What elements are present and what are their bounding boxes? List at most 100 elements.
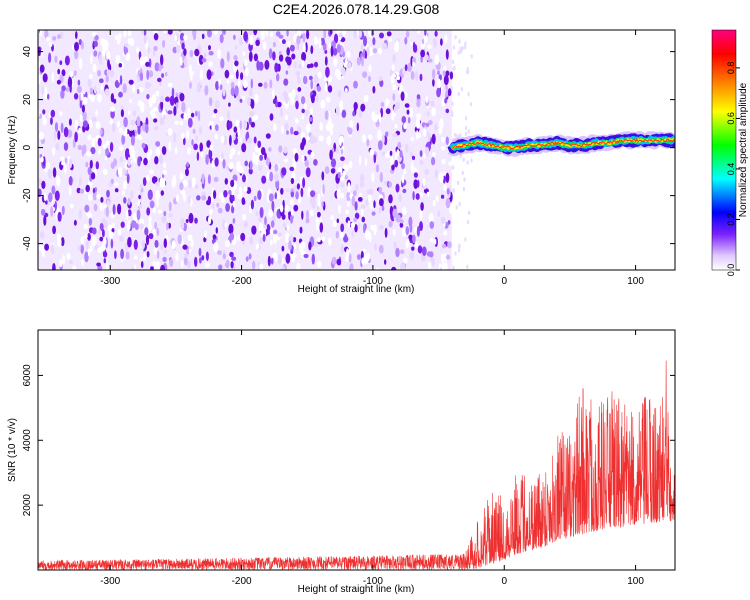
noise-speckle-blob <box>354 224 358 233</box>
noise-speckle-blob <box>310 79 314 90</box>
noise-speckle-blob <box>102 237 107 246</box>
noise-speckle-blob <box>414 241 419 249</box>
noise-speckle-blob <box>248 51 253 62</box>
noise-speckle-blob <box>251 116 255 122</box>
noise-speckle-blob <box>78 177 82 185</box>
noise-speckle-blob <box>404 37 408 45</box>
noise-speckle-blob <box>269 228 273 236</box>
noise-speckle-blob <box>125 251 130 260</box>
noise-speckle-blob <box>243 221 249 228</box>
noise-speckle-blob <box>321 171 325 181</box>
noise-speckle-blob <box>302 32 306 43</box>
noise-speckle-blob <box>194 256 198 267</box>
noise-speckle-blob <box>129 98 132 104</box>
noise-speckle-blob <box>98 228 102 235</box>
noise-speckle-blob <box>445 70 450 77</box>
noise-speckle-blob <box>371 171 375 182</box>
noise-speckle-blob <box>422 152 426 159</box>
noise-speckle-blob <box>174 147 178 155</box>
noise-speckle-blob <box>346 191 351 202</box>
noise-speckle-blob <box>173 105 177 116</box>
noise-speckle-blob <box>54 200 57 211</box>
noise-speckle-blob <box>291 251 296 263</box>
noise-speckle-blob <box>120 221 125 228</box>
noise-speckle-blob <box>320 37 326 46</box>
noise-speckle-blob <box>293 61 297 69</box>
noise-speckle-blob <box>233 34 236 40</box>
noise-speckle-blob <box>375 267 380 270</box>
noise-speckle-blob <box>138 86 144 93</box>
noise-speckle-blob <box>298 194 302 204</box>
noise-speckle-blob <box>274 62 279 73</box>
noise-speckle-blob <box>136 209 141 221</box>
noise-speckle-blob <box>141 142 146 149</box>
noise-speckle-blob <box>237 127 240 137</box>
noise-speckle-blob <box>162 30 168 34</box>
noise-speckle-blob <box>281 265 285 270</box>
noise-speckle-blob <box>382 134 385 145</box>
noise-speckle-blob <box>381 205 385 212</box>
noise-speckle-blob <box>457 180 460 186</box>
noise-speckle-blob <box>286 47 291 56</box>
noise-speckle-blob <box>468 210 471 216</box>
noise-speckle-blob <box>111 122 116 133</box>
noise-speckle-blob <box>305 123 310 133</box>
noise-speckle-blob <box>239 98 243 103</box>
noise-speckle-blob <box>124 43 129 48</box>
noise-speckle-blob <box>260 147 266 156</box>
noise-speckle-blob <box>301 96 306 105</box>
noise-speckle-blob <box>105 206 109 218</box>
noise-speckle-blob <box>155 141 161 147</box>
noise-speckle-blob <box>85 184 90 193</box>
noise-speckle-blob <box>347 182 351 193</box>
noise-speckle-blob <box>100 38 105 46</box>
noise-speckle-blob <box>338 204 341 214</box>
noise-speckle-blob <box>317 193 321 201</box>
noise-speckle-blob <box>84 233 88 239</box>
noise-speckle-blob <box>199 69 204 80</box>
noise-speckle-blob <box>421 246 427 256</box>
noise-speckle-blob <box>299 226 303 234</box>
colorbar-tick-label: 0.2 <box>726 213 736 226</box>
noise-speckle-blob <box>302 177 306 189</box>
noise-speckle-blob <box>264 152 267 161</box>
noise-speckle-blob <box>360 44 364 52</box>
x-tick-label: -100 <box>363 276 383 287</box>
noise-speckle-blob <box>153 118 158 123</box>
noise-speckle-blob <box>50 244 55 254</box>
noise-speckle-blob <box>201 58 207 63</box>
noise-speckle-blob <box>277 232 282 237</box>
noise-speckle-blob <box>283 78 289 86</box>
noise-speckle-blob <box>80 236 85 245</box>
noise-speckle-blob <box>447 241 452 249</box>
noise-speckle-blob <box>248 30 254 36</box>
noise-speckle-blob <box>155 148 161 157</box>
noise-speckle-blob <box>368 188 374 195</box>
noise-speckle-blob <box>405 226 410 236</box>
noise-speckle-blob <box>268 209 274 218</box>
noise-speckle-blob <box>163 238 167 249</box>
noise-speckle-blob <box>52 263 56 270</box>
noise-speckle-blob <box>267 255 271 267</box>
noise-speckle-blob <box>69 70 74 79</box>
noise-speckle-blob <box>224 178 228 185</box>
noise-speckle-blob <box>278 50 282 55</box>
noise-speckle-blob <box>332 220 338 228</box>
noise-speckle-blob <box>354 201 358 211</box>
noise-speckle-blob <box>148 70 154 78</box>
noise-speckle-blob <box>216 202 220 208</box>
noise-speckle-blob <box>253 53 258 62</box>
noise-speckle-blob <box>280 187 284 195</box>
noise-speckle-blob <box>229 251 234 258</box>
noise-speckle-blob <box>380 102 385 107</box>
noise-speckle-blob <box>57 130 61 140</box>
noise-speckle-blob <box>40 230 45 240</box>
noise-speckle-blob <box>201 33 205 40</box>
noise-speckle-blob <box>301 114 305 120</box>
noise-speckle-blob <box>122 83 127 94</box>
noise-speckle-blob <box>344 233 348 243</box>
noise-speckle-blob <box>60 237 65 247</box>
x-tick-label: -200 <box>232 276 252 287</box>
noise-speckle-blob <box>88 217 93 226</box>
noise-speckle-blob <box>289 97 295 105</box>
